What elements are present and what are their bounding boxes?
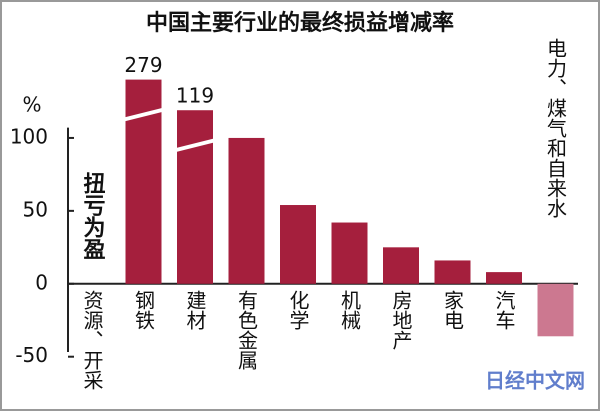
bar	[486, 272, 522, 284]
y-tick-label: -50	[15, 343, 48, 367]
bar	[228, 137, 265, 284]
x-tick-label: 有色金属	[235, 289, 259, 370]
x-tick-label: 房地产	[389, 289, 413, 349]
x-tick-label: 汽车	[492, 289, 516, 329]
y-tick-label: 50	[23, 197, 48, 221]
x-tick-label: 钢铁	[132, 289, 156, 329]
axis-break	[123, 107, 164, 122]
x-tick-label: 家电	[441, 289, 465, 329]
value-label: 119	[176, 84, 214, 108]
value-label: 279	[124, 53, 162, 77]
bar	[434, 260, 471, 284]
x-tick-label: 电力、煤气和自来水	[544, 38, 568, 218]
x-tick-label: 机械	[338, 289, 362, 329]
watermark: 日经中文网	[485, 369, 585, 393]
y-tick-label: 100	[10, 124, 48, 148]
bar	[537, 283, 574, 337]
x-tick-label: 化学	[286, 289, 310, 329]
bar	[383, 247, 419, 284]
x-tick-label: 建材	[183, 289, 207, 329]
y-unit: %	[22, 93, 41, 117]
bar	[177, 110, 213, 284]
y-tick-label: 0	[35, 270, 48, 294]
annotation: 扭亏为盈	[80, 172, 107, 260]
axis-break	[175, 138, 215, 153]
bar	[331, 222, 368, 284]
chart-title: 中国主要行业的最终损益增减率	[146, 10, 454, 36]
bar	[280, 205, 316, 284]
x-tick-label: 资源、开采	[80, 289, 104, 389]
